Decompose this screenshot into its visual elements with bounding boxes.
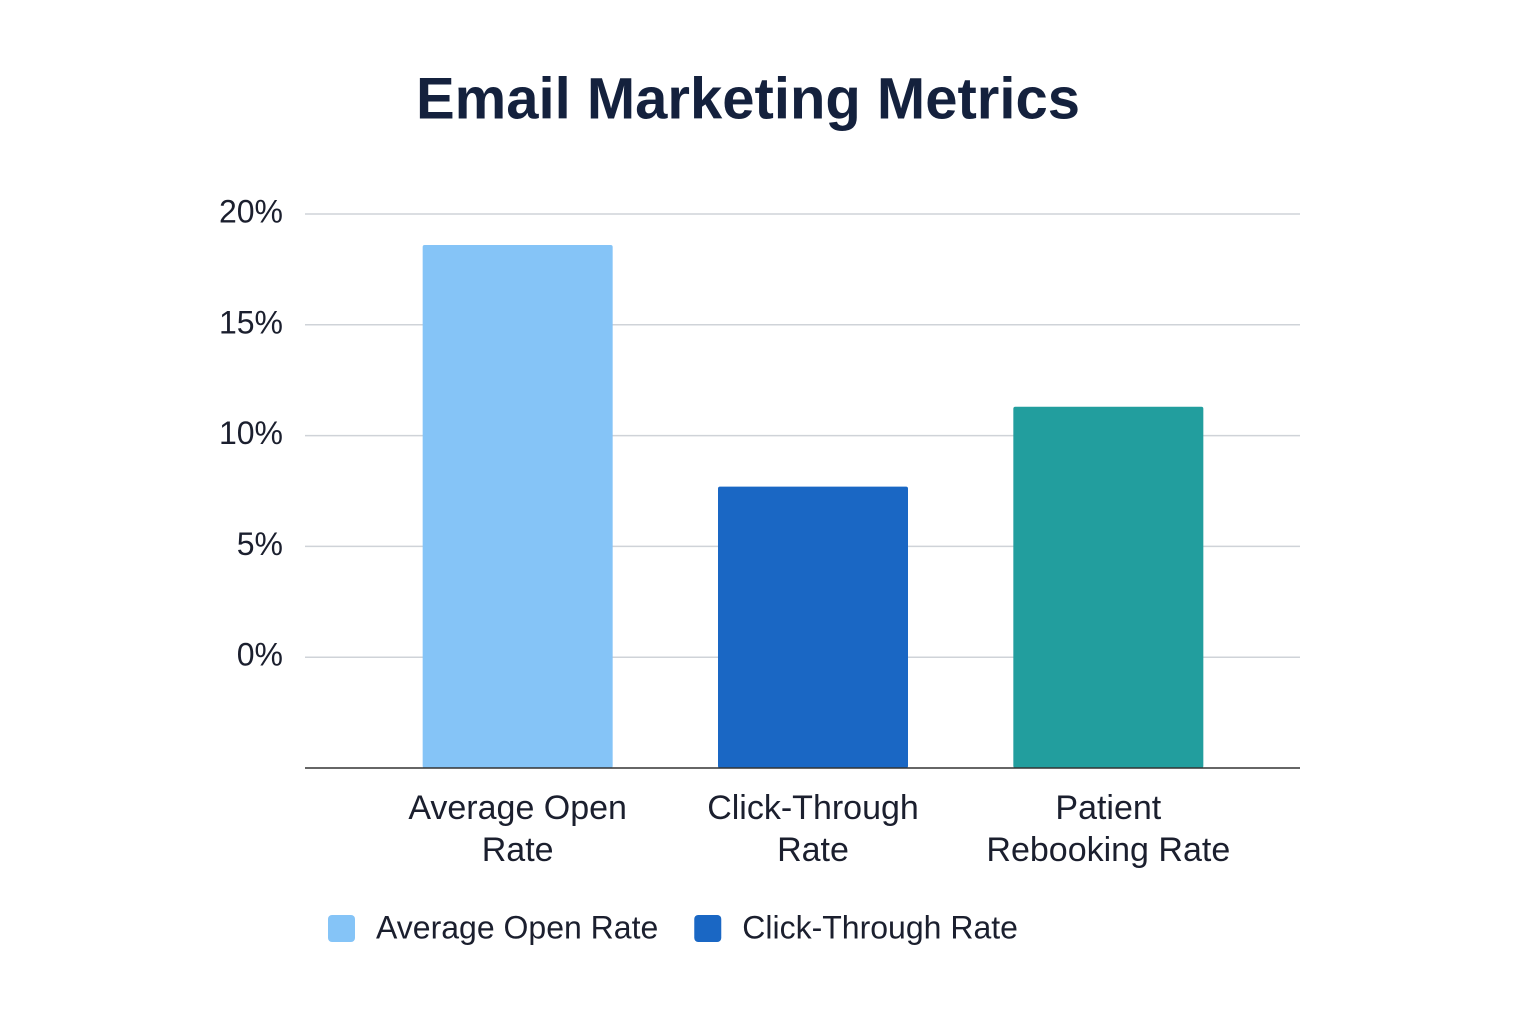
- x-tick-label: Patient Rebooking Rate: [986, 789, 1231, 869]
- y-tick-label: 0%: [237, 637, 283, 673]
- x-tick-label: Average Open Rate: [408, 789, 627, 869]
- legend-swatch: [328, 915, 355, 942]
- legend-label: Average Open Rate: [376, 909, 658, 945]
- y-tick-label: 5%: [237, 526, 283, 562]
- bar: [422, 245, 613, 769]
- legend-label: Click-Through Rate: [742, 909, 1018, 945]
- bar: [718, 486, 908, 768]
- y-tick-label: 20%: [219, 193, 283, 229]
- x-tick-label: Click-Through Rate: [707, 789, 919, 869]
- bar: [1013, 406, 1204, 768]
- chart-title: Email Marketing Metrics: [416, 66, 1080, 131]
- legend-swatch: [694, 915, 722, 942]
- y-tick-label: 10%: [219, 415, 283, 451]
- y-tick-label: 15%: [219, 304, 283, 340]
